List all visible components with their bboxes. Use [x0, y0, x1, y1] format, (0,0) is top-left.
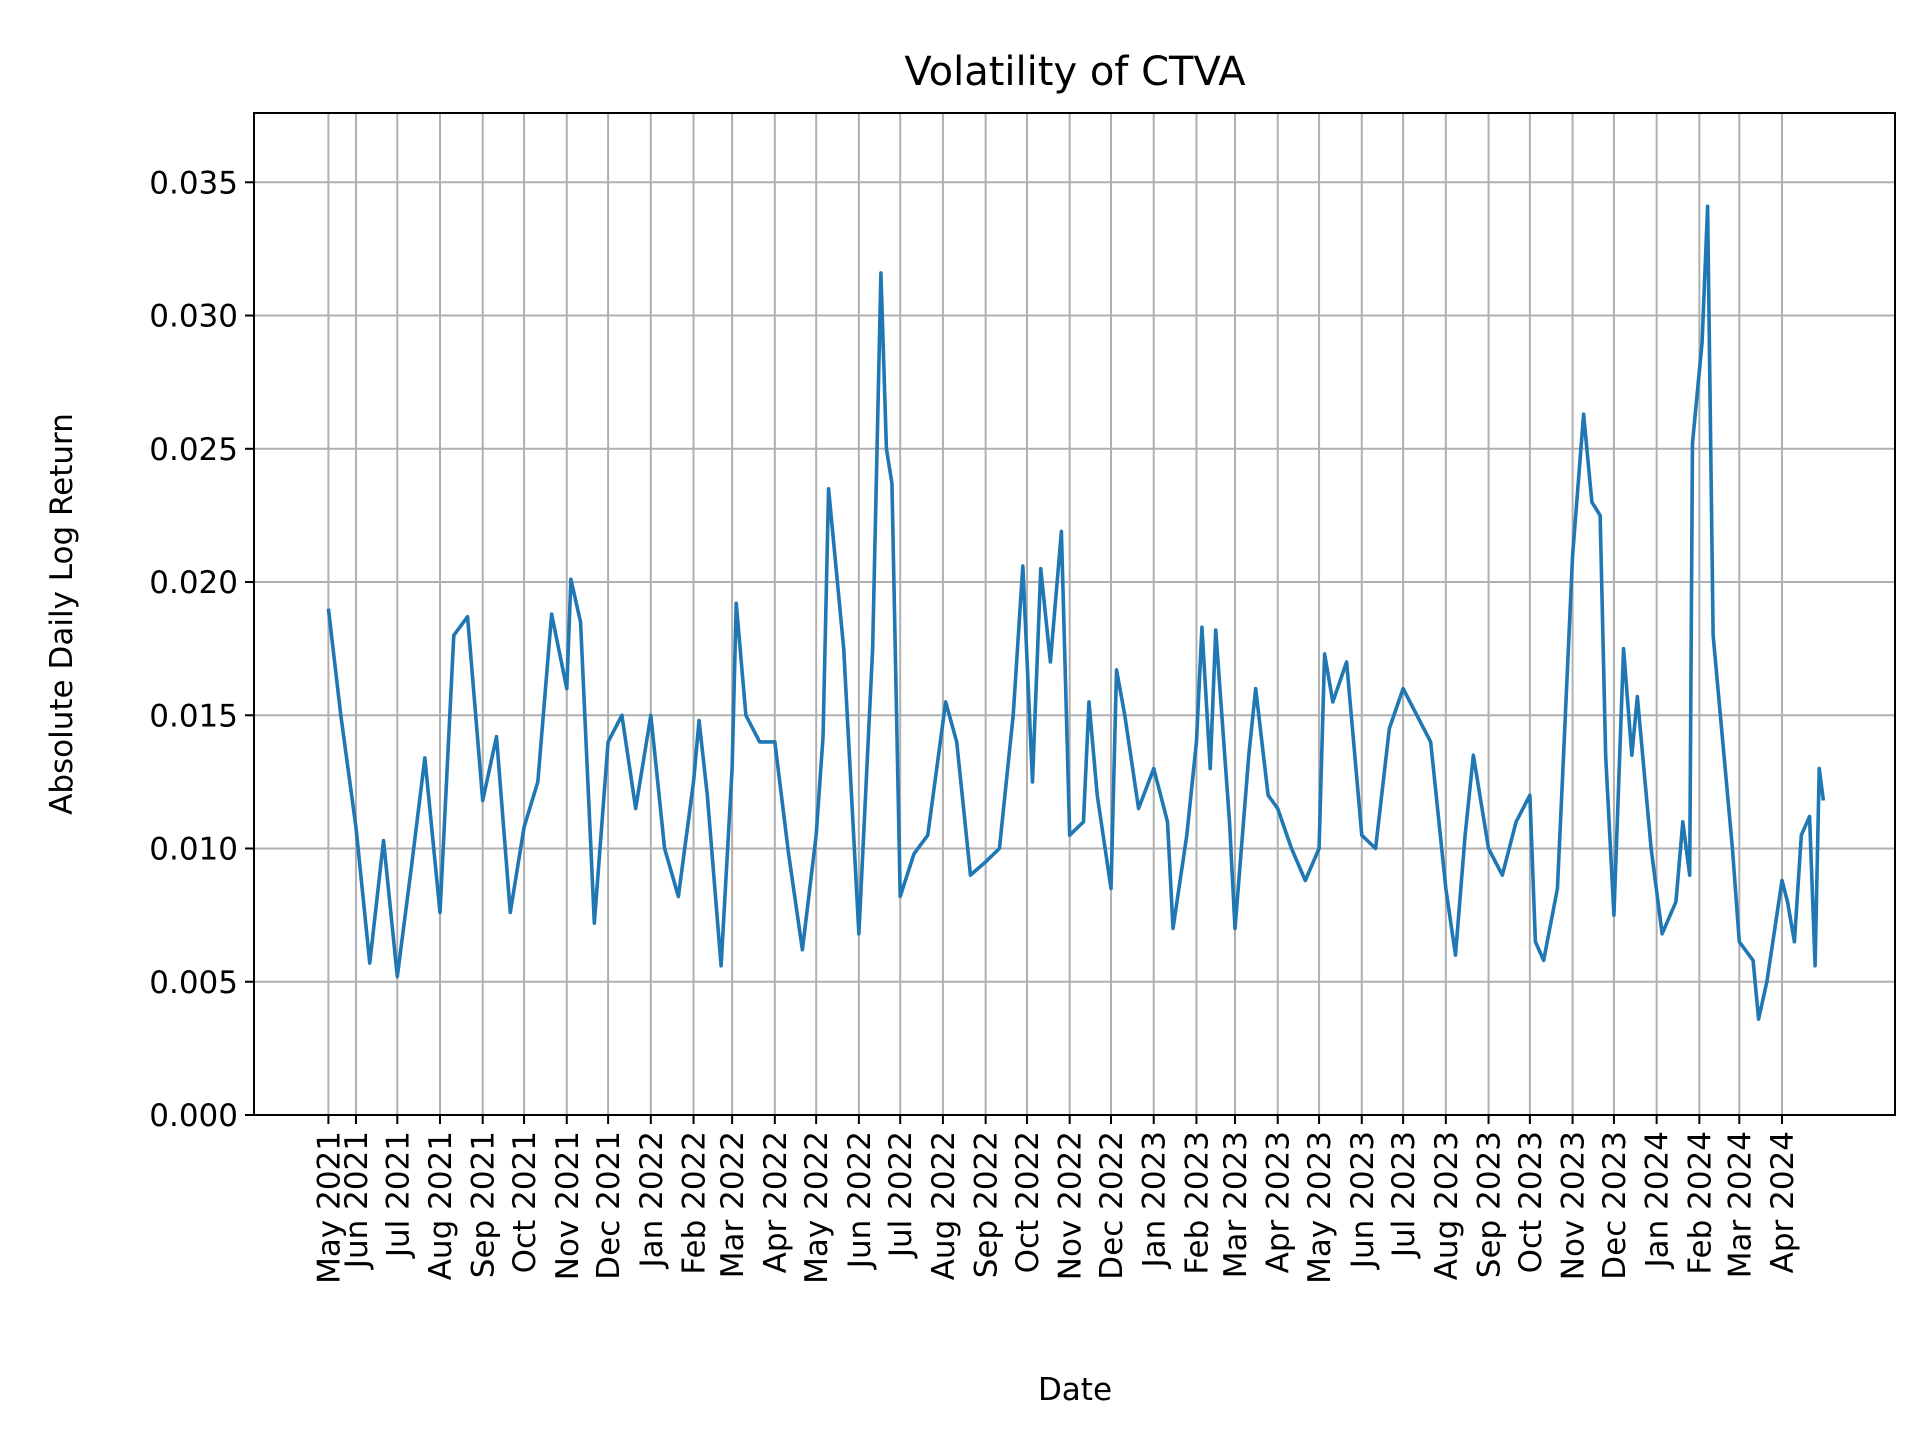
x-tick-label: Sep 2022	[969, 1131, 1005, 1278]
y-tick-label: 0.035	[149, 165, 238, 201]
x-tick-label: Jul 2021	[380, 1131, 416, 1259]
x-tick-label: May 2021	[311, 1131, 347, 1284]
y-tick-label: 0.015	[149, 698, 238, 734]
x-tick-label: Jun 2022	[842, 1131, 878, 1270]
y-axis-label: Absolute Daily Log Return	[44, 413, 80, 815]
x-tick-label: Dec 2023	[1597, 1131, 1633, 1280]
x-tick-label: Jan 2023	[1137, 1131, 1173, 1270]
x-tick-label: Jan 2022	[634, 1131, 670, 1270]
x-tick-label: Jun 2023	[1345, 1131, 1381, 1270]
x-tick-label: Oct 2021	[507, 1131, 543, 1273]
chart-title: Volatility of CTVA	[904, 49, 1246, 95]
plot-frame	[253, 112, 1896, 1116]
x-tick-label: Jan 2024	[1640, 1131, 1676, 1270]
data-line	[326, 204, 1826, 1021]
x-tick-label: Sep 2021	[466, 1131, 502, 1278]
x-tick-label: Feb 2023	[1179, 1131, 1215, 1275]
x-tick-label: Apr 2023	[1261, 1131, 1297, 1273]
y-tick-label: 0.030	[149, 299, 238, 335]
x-tick-label: Oct 2023	[1513, 1131, 1549, 1273]
x-tick-label: Aug 2021	[423, 1131, 459, 1280]
x-tick-label: Feb 2024	[1682, 1131, 1718, 1275]
x-tick-label: Feb 2022	[677, 1131, 713, 1275]
x-tick-label: Nov 2021	[550, 1131, 586, 1280]
x-tick-label: Mar 2022	[715, 1131, 751, 1278]
x-tick-label: Mar 2023	[1218, 1131, 1254, 1278]
y-tick-label: 0.005	[149, 965, 238, 1001]
x-tick-label: Aug 2022	[926, 1131, 962, 1280]
x-tick-label: May 2022	[799, 1131, 835, 1284]
x-tick-label: Nov 2023	[1556, 1131, 1592, 1280]
x-tick-label: Sep 2023	[1472, 1131, 1508, 1278]
y-tick-label: 0.000	[149, 1098, 238, 1134]
y-tick-label: 0.020	[149, 565, 238, 601]
x-tick-label: Nov 2022	[1053, 1131, 1089, 1280]
x-tick-label: Aug 2023	[1429, 1131, 1465, 1280]
x-tick-label: May 2023	[1302, 1131, 1338, 1284]
x-tick-label: Jul 2023	[1386, 1131, 1422, 1259]
x-tick-label: Dec 2021	[591, 1131, 627, 1280]
x-tick-label: Oct 2022	[1010, 1131, 1046, 1273]
y-tick-label: 0.025	[149, 432, 238, 468]
x-tick-label: Apr 2022	[758, 1131, 794, 1273]
x-tick-label: Apr 2024	[1765, 1131, 1801, 1273]
x-tick-label: Dec 2022	[1094, 1131, 1130, 1280]
x-axis-label: Date	[1038, 1372, 1112, 1408]
x-tick-label: Jul 2022	[883, 1131, 919, 1259]
y-tick-label: 0.010	[149, 832, 238, 868]
x-tick-label: Jun 2021	[339, 1131, 375, 1270]
x-tick-label: Mar 2024	[1722, 1131, 1758, 1278]
